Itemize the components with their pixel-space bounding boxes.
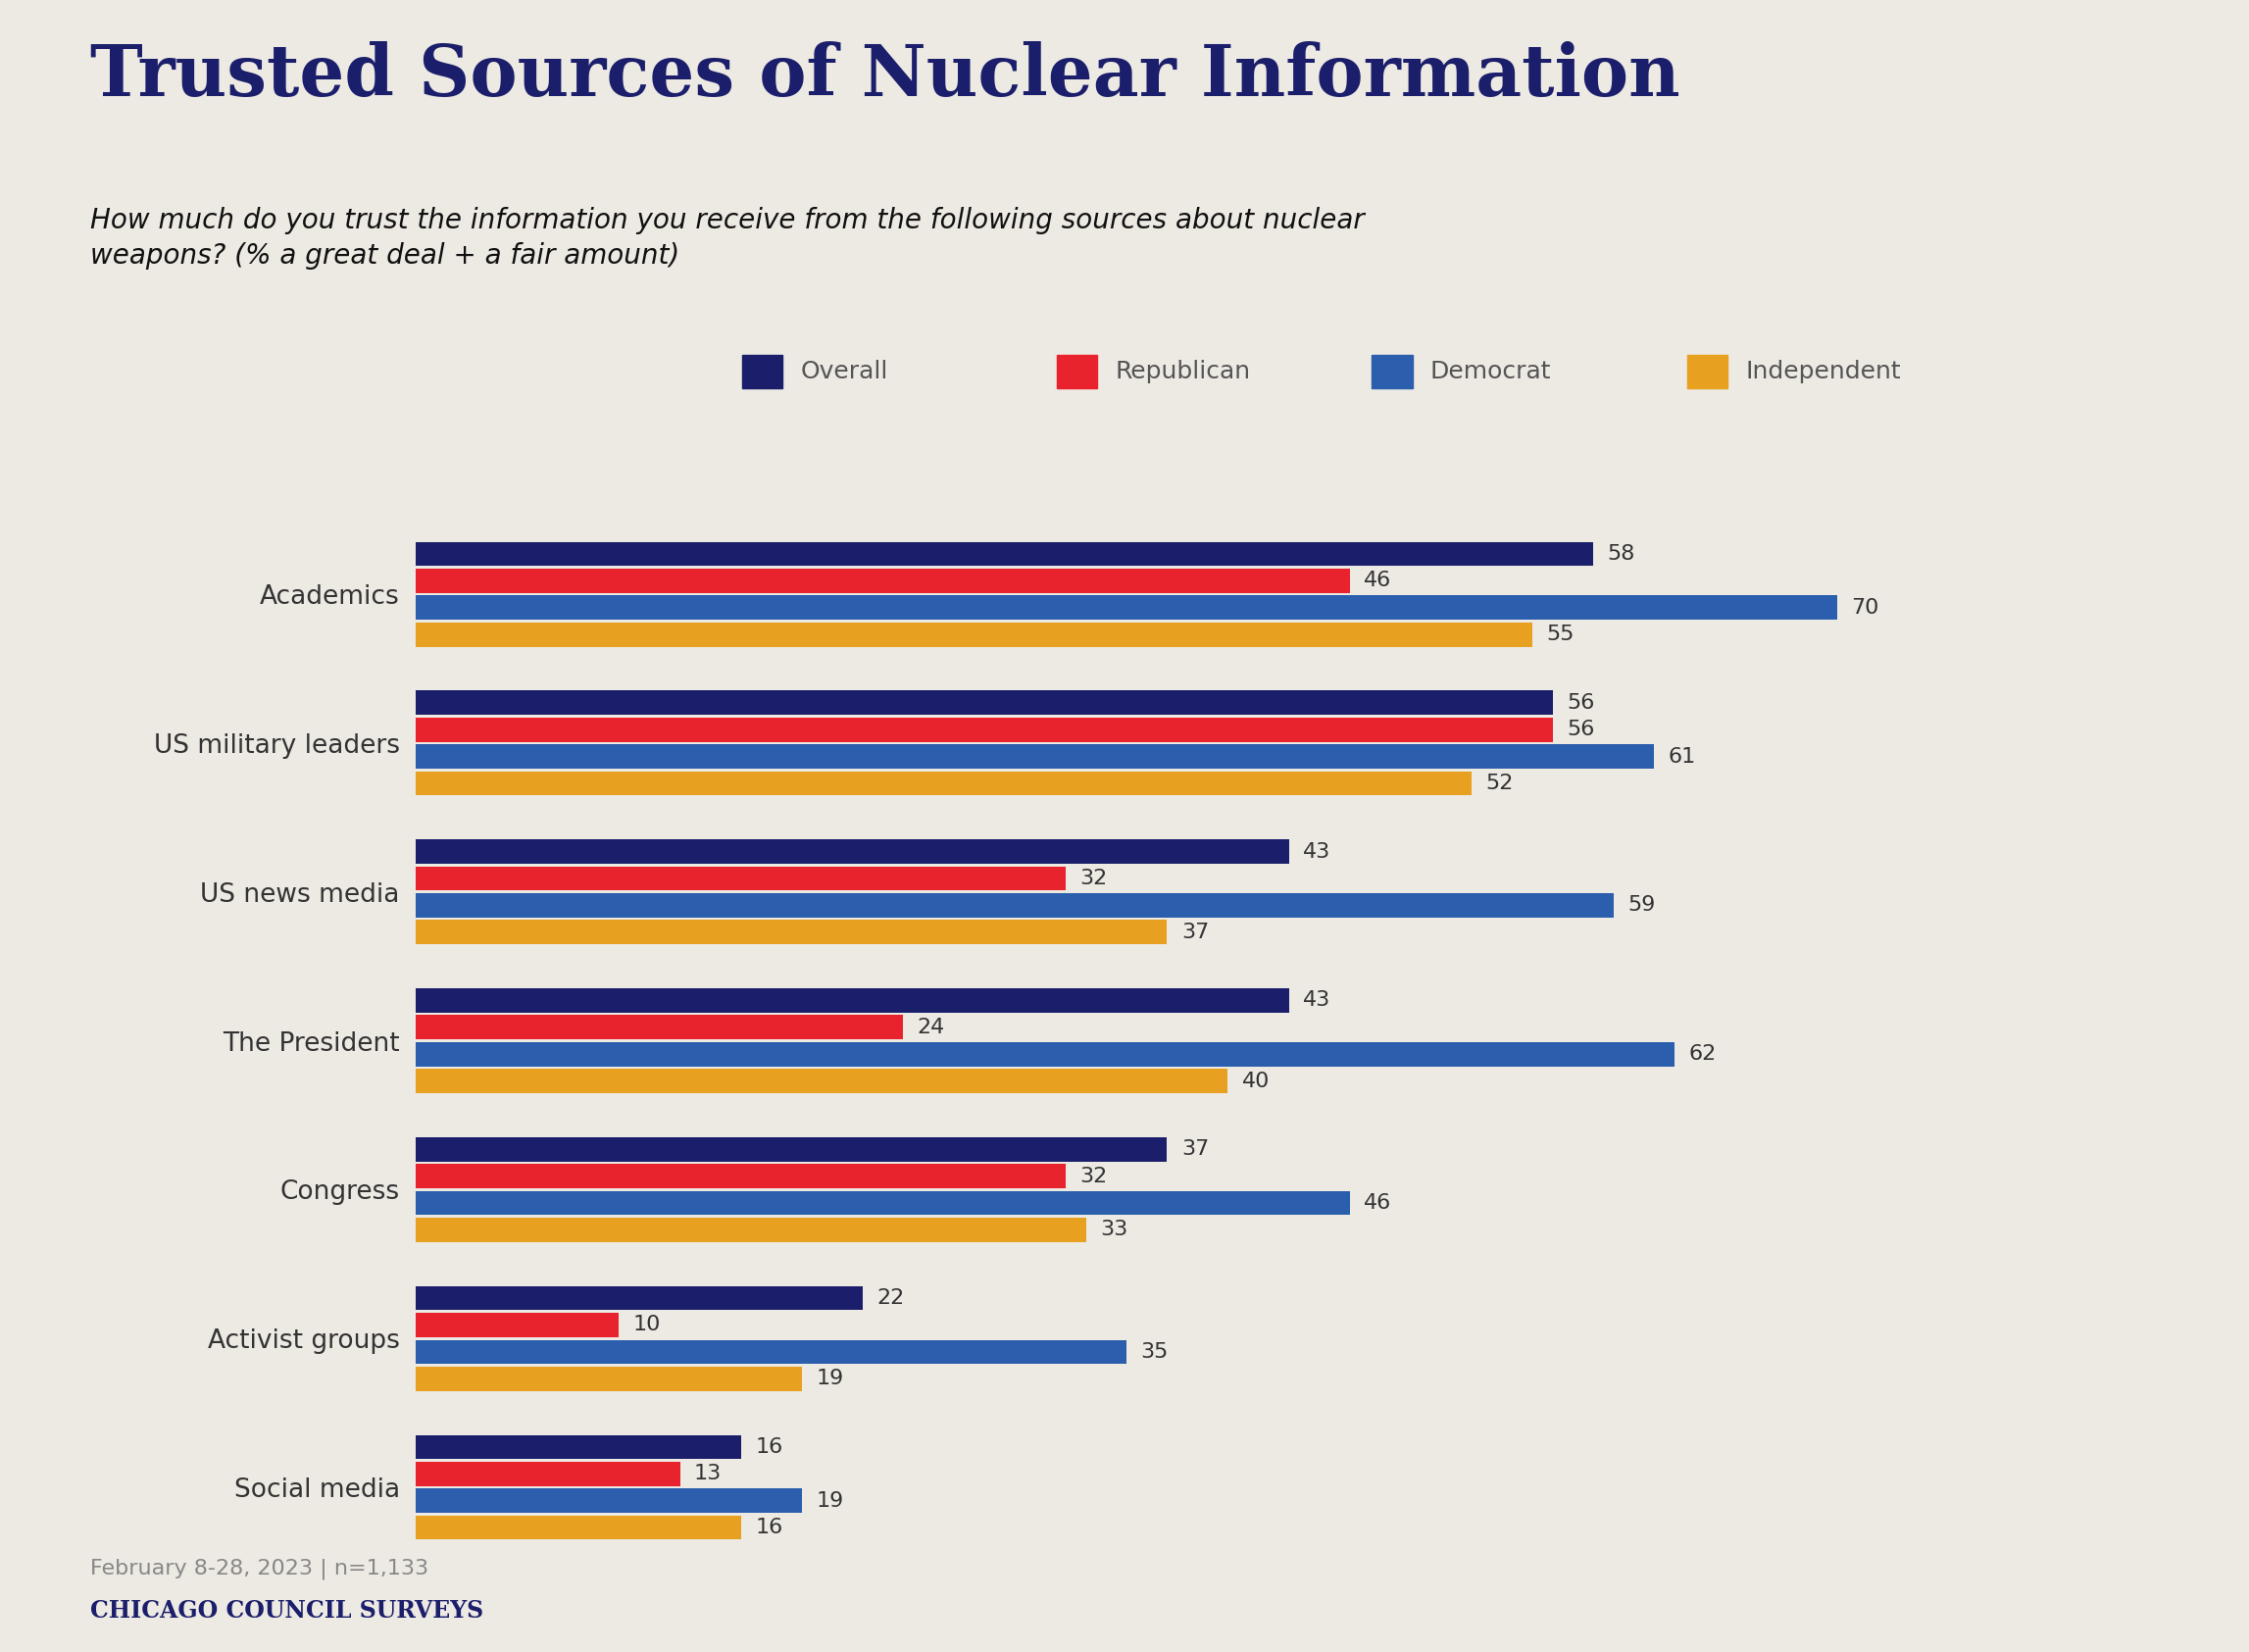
- Text: Overall: Overall: [801, 360, 888, 383]
- Text: How much do you trust the information you receive from the following sources abo: How much do you trust the information yo…: [90, 206, 1365, 269]
- Bar: [416, 839, 1289, 864]
- Text: 61: 61: [1669, 747, 1696, 767]
- Bar: [416, 568, 1349, 593]
- Bar: [416, 1462, 679, 1485]
- Bar: [416, 691, 1552, 715]
- Text: 56: 56: [1568, 692, 1595, 712]
- Text: 16: 16: [756, 1518, 783, 1538]
- Text: Independent: Independent: [1745, 360, 1900, 383]
- Text: 58: 58: [1608, 544, 1635, 563]
- Bar: [416, 1436, 740, 1459]
- Text: 56: 56: [1568, 720, 1595, 740]
- Bar: [416, 1191, 1349, 1216]
- Bar: [416, 771, 1471, 796]
- Bar: [416, 1069, 1228, 1094]
- Bar: [416, 542, 1592, 567]
- Text: CHICAGO COUNCIL SURVEYS: CHICAGO COUNCIL SURVEYS: [90, 1599, 484, 1622]
- Text: 46: 46: [1363, 1193, 1392, 1213]
- Text: 10: 10: [634, 1315, 661, 1335]
- Text: 43: 43: [1302, 843, 1331, 861]
- Text: Democrat: Democrat: [1430, 360, 1552, 383]
- Bar: [416, 920, 1167, 945]
- Text: 19: 19: [816, 1490, 843, 1510]
- Text: 40: 40: [1241, 1070, 1271, 1090]
- Bar: [416, 866, 1066, 890]
- Text: 13: 13: [695, 1464, 722, 1483]
- Bar: [416, 717, 1552, 742]
- Bar: [416, 1285, 864, 1310]
- Text: Trusted Sources of Nuclear Information: Trusted Sources of Nuclear Information: [90, 41, 1680, 111]
- Bar: [416, 1137, 1167, 1161]
- Bar: [416, 1042, 1676, 1066]
- Bar: [416, 1488, 801, 1513]
- Bar: [416, 1340, 1127, 1365]
- Text: 19: 19: [816, 1370, 843, 1389]
- Bar: [416, 894, 1613, 917]
- Bar: [416, 596, 1837, 620]
- Text: 59: 59: [1628, 895, 1655, 915]
- Text: 37: 37: [1181, 922, 1210, 942]
- Bar: [416, 1515, 740, 1540]
- Text: 35: 35: [1140, 1341, 1169, 1361]
- Text: Republican: Republican: [1116, 360, 1250, 383]
- Text: 32: 32: [1080, 1166, 1107, 1186]
- Text: 43: 43: [1302, 991, 1331, 1011]
- Text: 52: 52: [1487, 773, 1514, 793]
- Text: 24: 24: [918, 1018, 945, 1037]
- Bar: [416, 988, 1289, 1013]
- Text: 62: 62: [1689, 1044, 1716, 1064]
- Bar: [416, 745, 1653, 768]
- Bar: [416, 1165, 1066, 1188]
- Bar: [416, 623, 1532, 646]
- Bar: [416, 1218, 1086, 1242]
- Text: 46: 46: [1363, 572, 1392, 591]
- Bar: [416, 1016, 904, 1039]
- Text: 22: 22: [877, 1289, 904, 1308]
- Text: 33: 33: [1100, 1221, 1127, 1239]
- Text: 37: 37: [1181, 1140, 1210, 1160]
- Text: 16: 16: [756, 1437, 783, 1457]
- Text: 55: 55: [1547, 624, 1574, 644]
- Text: February 8-28, 2023 | n=1,133: February 8-28, 2023 | n=1,133: [90, 1558, 427, 1579]
- Text: 32: 32: [1080, 869, 1107, 889]
- Bar: [416, 1313, 618, 1336]
- Text: 70: 70: [1851, 598, 1878, 618]
- Bar: [416, 1366, 801, 1391]
